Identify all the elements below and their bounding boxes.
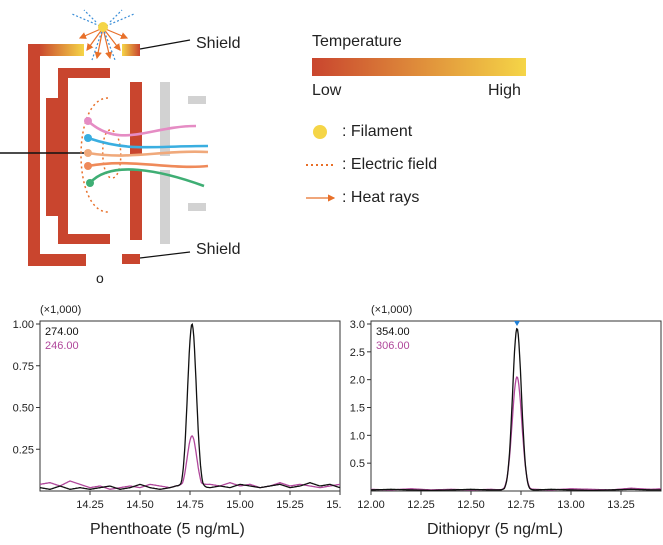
shield-top-left [38, 44, 84, 56]
y-tick-label: 2.0 [350, 375, 365, 387]
temperature-low-label: Low [312, 82, 342, 99]
chart2-title: Dithiopyr (5 ng/mL) [427, 521, 564, 538]
x-tick-label: 12.50 [457, 499, 485, 511]
legend-icons [306, 125, 336, 202]
chart2-multiplier: (×1,000) [371, 304, 413, 316]
series-legend-label: 354.00 [376, 326, 410, 338]
y-tick-label: 1.0 [350, 430, 365, 442]
filament-dot-icon [313, 125, 327, 139]
x-tick-label: 15.25 [276, 499, 304, 511]
legend-item-filament: : Filament [342, 123, 413, 140]
chart1-title: Phenthoate (5 ng/mL) [90, 521, 245, 538]
y-tick-label: 2.5 [350, 347, 365, 359]
ion-source-diagram [0, 9, 209, 266]
series-legend-label: 274.00 [45, 326, 79, 338]
x-tick-label: 14.75 [176, 499, 204, 511]
x-tick-label: 15.00 [226, 499, 254, 511]
shield-top-label: Shield [196, 35, 241, 52]
temperature-title: Temperature [312, 33, 402, 50]
x-tick-label: 12.75 [507, 499, 535, 511]
x-tick-label: 12.25 [407, 499, 435, 511]
x-tick-label: 15.50 [326, 499, 342, 511]
x-tick-label: 14.50 [126, 499, 154, 511]
shield-bottom-label: Shield [196, 241, 241, 258]
heat-rays [78, 27, 129, 60]
temperature-gradient-bar [312, 58, 526, 76]
series-line [39, 322, 341, 490]
y-tick-label: 3.0 [350, 319, 365, 331]
series-line [39, 435, 341, 490]
y-tick-label: 1.00 [13, 319, 34, 331]
temperature-high-label: High [488, 82, 521, 99]
electric-field-lines [71, 9, 135, 61]
x-tick-label: 13.00 [557, 499, 585, 511]
series-legend-label: 246.00 [45, 340, 79, 352]
y-tick-label: 0.50 [13, 403, 34, 415]
small-circle-label: o [96, 270, 104, 286]
filament-dot [98, 22, 108, 32]
peak-marker-icon [514, 321, 520, 326]
legend-item-heat-rays: : Heat rays [342, 189, 420, 206]
chart-dithiopyr: 0.5 1.0 1.5 2.0 2.5 3.0 12.00 12.25 12.50 12.75 13… [350, 319, 662, 511]
x-tick-label: 13.25 [607, 499, 635, 511]
series-legend-label: 306.00 [376, 340, 410, 352]
chart-phenthoate: 0.25 0.50 0.75 1.00 14.25 14.50 14.75 15.00 15.2… [13, 319, 342, 511]
y-tick-label: 1.5 [350, 403, 365, 415]
x-tick-label: 14.25 [76, 499, 104, 511]
legend-item-electric-field: : Electric field [342, 156, 438, 173]
x-tick-label: 12.00 [357, 499, 385, 511]
y-tick-label: 0.75 [13, 361, 34, 373]
chart1-multiplier: (×1,000) [40, 304, 82, 316]
y-tick-label: 0.5 [350, 458, 365, 470]
series-line [371, 327, 661, 492]
plot-frame [370, 320, 662, 492]
series-line [370, 376, 661, 491]
shield-top-right [122, 44, 140, 56]
y-tick-label: 0.25 [13, 444, 34, 456]
